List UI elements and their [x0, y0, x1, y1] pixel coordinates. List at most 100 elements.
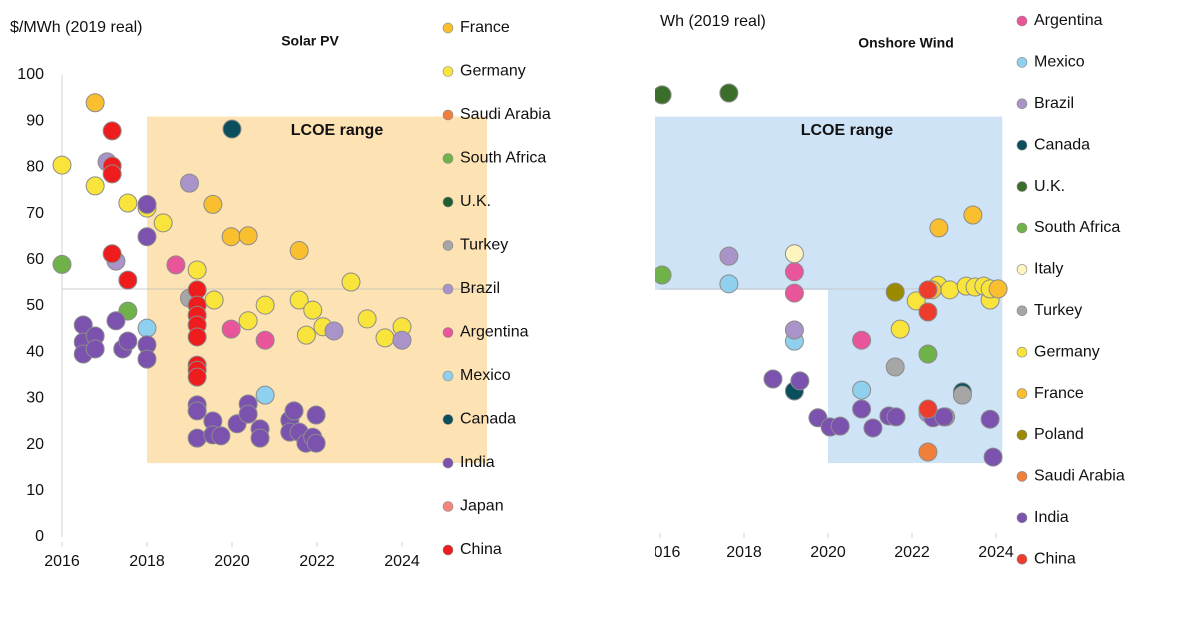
point [204, 290, 224, 310]
y-axis-label: Wh (2019 real) [660, 13, 766, 30]
y-axis-label: $/MWh (2019 real) [10, 19, 143, 36]
legend-label: Japan [460, 498, 504, 515]
point [137, 194, 157, 214]
legend-marker [1016, 429, 1028, 441]
legend-label: China [460, 541, 502, 558]
y-tick-label: 90 [26, 112, 44, 129]
legend-marker [1016, 512, 1028, 524]
point [918, 344, 938, 364]
point [118, 331, 138, 351]
legend-marker [442, 327, 454, 338]
point [306, 433, 326, 453]
point [153, 213, 173, 233]
point [255, 330, 275, 350]
point [85, 93, 105, 113]
legend-marker [442, 22, 454, 34]
point [255, 295, 275, 315]
legend-marker [1016, 346, 1028, 358]
legend-label: Mexico [460, 367, 511, 384]
point [719, 274, 739, 294]
point [187, 367, 207, 387]
y-tick-label: 10 [26, 482, 44, 499]
point [289, 290, 309, 310]
legend-marker [1016, 388, 1028, 399]
region-label: LCOE range [291, 122, 384, 139]
legend-marker [442, 66, 454, 77]
point [187, 401, 207, 421]
y-tick-label: 0 [35, 528, 44, 545]
legend-marker [442, 501, 454, 512]
point [296, 325, 316, 345]
legend-label: India [1034, 509, 1069, 526]
legend-label: Mexico [1034, 54, 1085, 71]
legend-label: Argentina [460, 324, 529, 341]
point [885, 357, 905, 377]
point [719, 83, 739, 103]
point [166, 255, 186, 275]
legend-label: China [1034, 550, 1076, 567]
point [238, 311, 258, 331]
x-tick-label: 2016 [44, 553, 80, 570]
legend-marker [442, 109, 454, 121]
point [830, 416, 850, 436]
point [655, 85, 672, 105]
point [784, 244, 804, 264]
point [929, 218, 949, 238]
legend-label: Argentina [1034, 12, 1103, 29]
legend-marker [1016, 15, 1028, 27]
point [784, 262, 804, 282]
point [102, 244, 122, 264]
legend-marker [442, 153, 454, 164]
point [885, 282, 905, 302]
point [980, 409, 1000, 429]
legend-marker [1016, 181, 1028, 192]
point [940, 280, 960, 300]
point [983, 447, 1003, 467]
x-tick-label: 2020 [810, 544, 846, 561]
legends: France Germany Saudi Arabia South Africa U.K… [442, 12, 1125, 567]
lcoe-region [828, 289, 1003, 464]
point [918, 399, 938, 419]
legend-label: Canada [460, 411, 516, 428]
point [719, 246, 739, 266]
point [784, 320, 804, 340]
y-tick-label: 30 [26, 390, 44, 407]
point [102, 164, 122, 184]
point [238, 226, 258, 246]
legend-marker [442, 283, 454, 295]
point [763, 369, 783, 389]
legend-label: France [460, 19, 510, 36]
legend-label: France [1034, 385, 1084, 402]
point [324, 321, 344, 341]
legend-label: Canada [1034, 136, 1090, 153]
legend-label: Brazil [460, 280, 500, 297]
point [934, 407, 954, 427]
legend-label: South Africa [460, 150, 546, 167]
legend-marker [1016, 553, 1028, 565]
point [289, 241, 309, 261]
point [988, 279, 1008, 299]
legend-marker [1016, 57, 1028, 68]
chart-title: Solar PV [281, 33, 339, 49]
point [655, 265, 672, 285]
point [118, 270, 138, 290]
point [852, 330, 872, 350]
legend-label: Saudi Arabia [460, 106, 551, 123]
point [250, 428, 270, 448]
x-tick-label: 2022 [299, 553, 335, 570]
legend-marker [1016, 305, 1028, 317]
x-tick-label: 016 [654, 544, 681, 561]
point [392, 330, 412, 350]
lcoe-region [655, 116, 1003, 290]
legend-marker [1016, 471, 1028, 482]
y-tick-label: 20 [26, 436, 44, 453]
y-tick-label: 50 [26, 297, 44, 314]
point [306, 405, 326, 425]
point [886, 407, 906, 427]
point [963, 205, 983, 225]
legend-label: Turkey [1034, 302, 1082, 319]
point [784, 283, 804, 303]
legend-marker [1016, 139, 1028, 151]
point [952, 385, 972, 405]
